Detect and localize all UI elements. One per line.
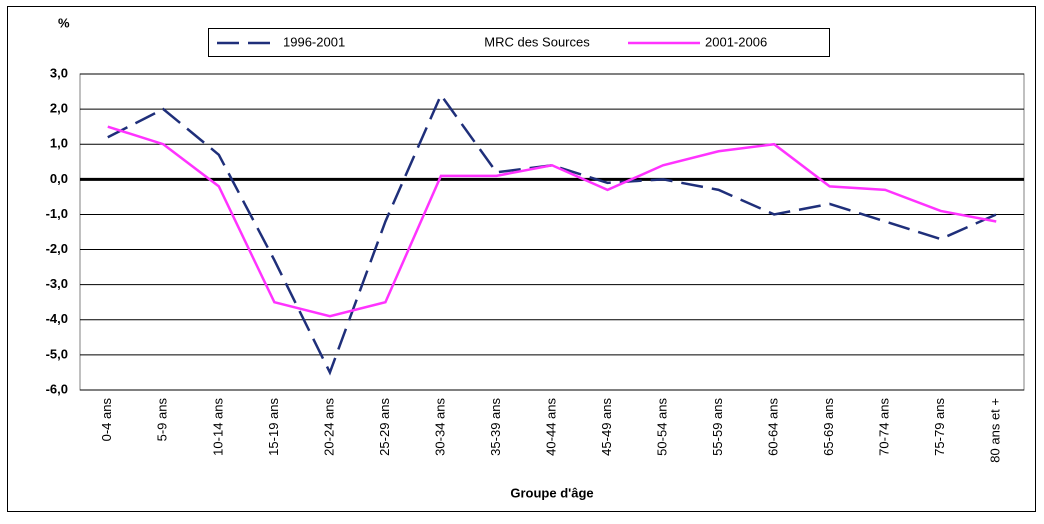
y-tick-label: 0,0 — [50, 171, 68, 186]
x-tick-label: 55-59 ans — [710, 398, 725, 456]
x-tick-label: 25-29 ans — [377, 398, 392, 456]
series-line — [107, 92, 997, 376]
x-tick-label: 5-9 ans — [155, 398, 170, 442]
x-tick-label: 65-69 ans — [821, 398, 836, 456]
legend — [208, 28, 830, 57]
legend-label: 2001-2006 — [705, 34, 767, 49]
x-tick-label: 75-79 ans — [932, 398, 947, 456]
x-tick-label: 0-4 ans — [99, 398, 114, 442]
y-tick-label: -3,0 — [46, 276, 68, 291]
y-tick-label: -5,0 — [46, 346, 68, 361]
plot-area — [79, 73, 1025, 391]
legend-label: 1996-2001 — [283, 34, 345, 49]
x-tick-label: 15-19 ans — [266, 398, 281, 456]
y-tick-label: 2,0 — [50, 101, 68, 116]
x-tick-label: 60-64 ans — [766, 398, 781, 456]
x-tick-label: 45-49 ans — [599, 398, 614, 456]
y-tick-label: 1,0 — [50, 136, 68, 151]
x-tick-label: 40-44 ans — [543, 398, 558, 456]
series-line — [107, 125, 997, 318]
x-tick-label: 10-14 ans — [210, 398, 225, 456]
x-tick-label: 70-74 ans — [877, 398, 892, 456]
x-tick-label: 50-54 ans — [654, 398, 669, 456]
y-tick-label: -4,0 — [46, 311, 68, 326]
x-tick-label: 20-24 ans — [321, 398, 336, 456]
x-tick-label: 80 ans et + — [988, 398, 1003, 463]
chart-title: MRC des Sources — [484, 34, 590, 49]
y-tick-label: 3,0 — [50, 65, 68, 80]
y-axis-label: % — [58, 15, 70, 30]
x-tick-label: 30-34 ans — [432, 398, 447, 456]
x-tick-label: 35-39 ans — [488, 398, 503, 456]
x-axis-label: Groupe d'âge — [510, 485, 593, 500]
y-tick-label: -1,0 — [46, 206, 68, 221]
y-tick-label: -2,0 — [46, 241, 68, 256]
y-tick-label: -6,0 — [46, 381, 68, 396]
